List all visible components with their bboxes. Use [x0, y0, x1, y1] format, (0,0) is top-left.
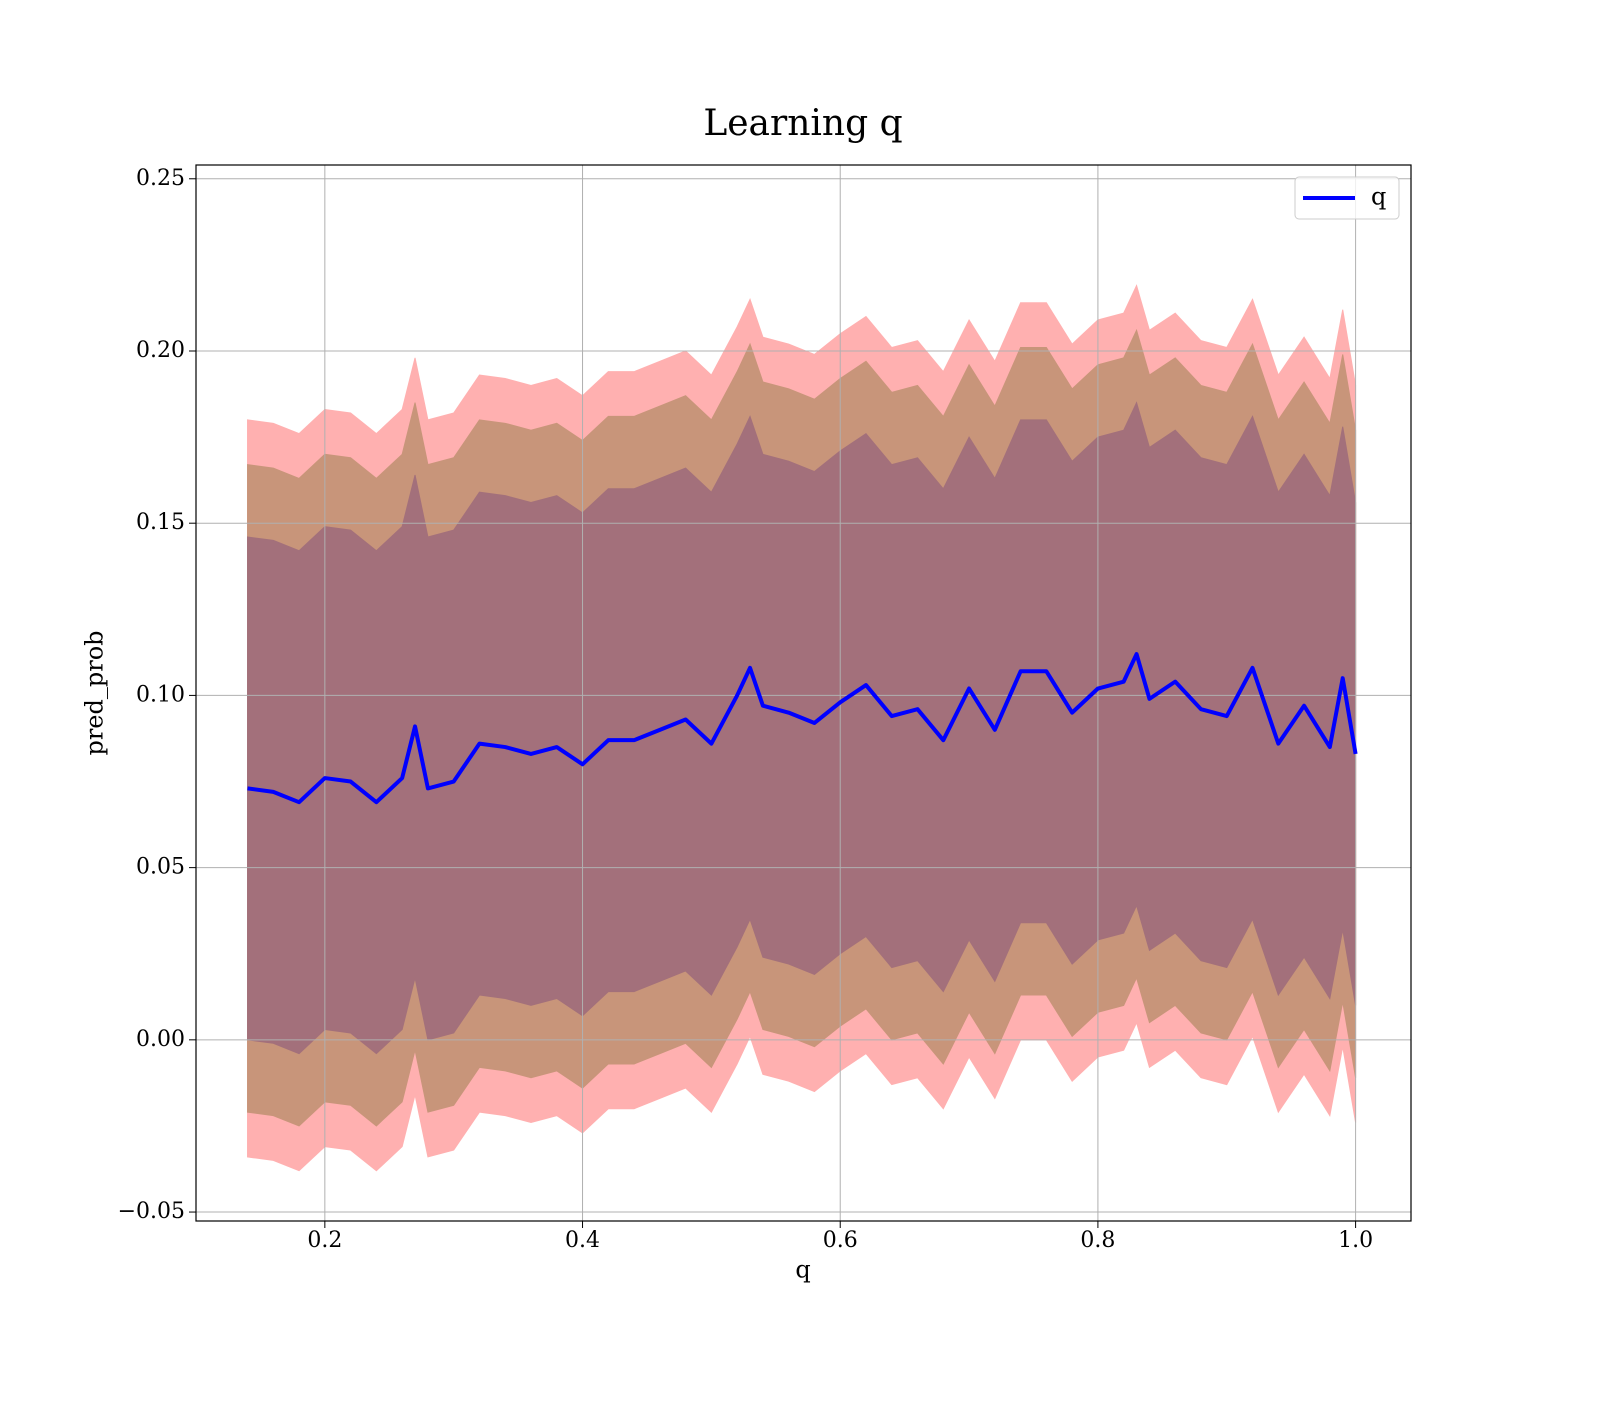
x-tick-label: 0.4	[565, 1228, 600, 1253]
y-tick-label: 0.00	[136, 1027, 185, 1052]
line-series	[247, 652, 1358, 805]
y-tick-label: −0.05	[118, 1199, 185, 1224]
y-tick-label: 0.20	[136, 338, 185, 363]
chart-title: Learning q	[703, 103, 902, 144]
y-tick-label: 0.10	[136, 682, 185, 707]
x-axis-label: q	[795, 1256, 810, 1284]
x-tick-label: 0.6	[823, 1228, 858, 1253]
legend-label: q	[1371, 183, 1386, 211]
legend: q	[1294, 176, 1400, 220]
y-tick-label: 0.25	[136, 166, 185, 191]
x-tick-label: 1.0	[1338, 1228, 1373, 1253]
plot-frame	[195, 164, 1412, 1222]
y-tick-label: 0.05	[136, 855, 185, 880]
x-tick-label: 0.2	[307, 1228, 342, 1253]
x-tick-label: 0.8	[1080, 1228, 1115, 1253]
y-tick-label: 0.15	[136, 510, 185, 535]
y-axis-label: pred_prob	[81, 630, 109, 755]
